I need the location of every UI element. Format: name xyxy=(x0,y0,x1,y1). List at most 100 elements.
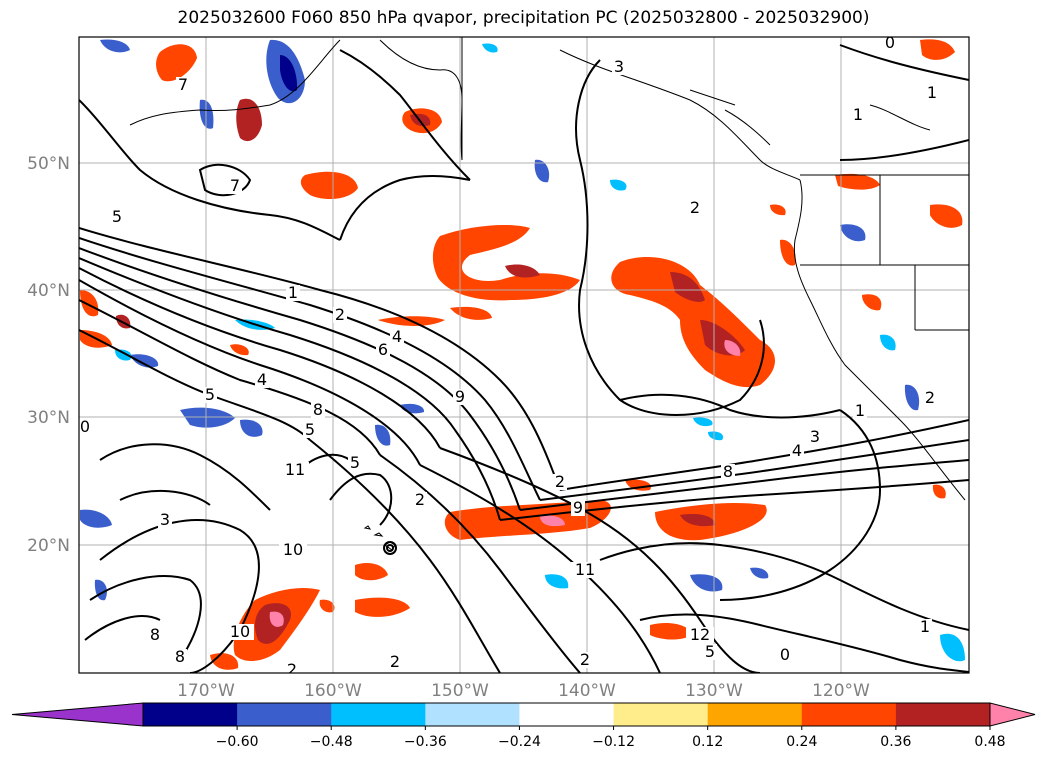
colorbar-tick-label: −0.36 xyxy=(404,734,447,750)
colorbar-segment xyxy=(237,703,332,726)
contour-label: 7 xyxy=(178,75,188,94)
longitude-axis: 170°W 160°W 150°W 140°W 130°W 120°W xyxy=(177,681,870,701)
contour-label-bg xyxy=(790,443,804,459)
contour-label-bg xyxy=(778,647,792,663)
contour-label: 5 xyxy=(112,207,122,226)
contour-label: 2 xyxy=(390,652,400,671)
contour-label: 8 xyxy=(150,625,160,644)
colorbar-segment xyxy=(143,703,238,726)
contour-label: 1 xyxy=(855,401,865,420)
contour-label: 4 xyxy=(792,441,802,460)
contour-label: 0 xyxy=(885,33,895,52)
contour-label-bg xyxy=(553,474,567,490)
contour-label-bg xyxy=(286,285,300,301)
contour-label-bg xyxy=(413,492,427,508)
contour-label-bg xyxy=(853,403,867,419)
contour-label-bg xyxy=(311,402,325,418)
contour-label: 9 xyxy=(573,498,583,517)
contour-label: 3 xyxy=(810,427,820,446)
lon-tick-140w: 140°W xyxy=(558,681,616,701)
colorbar-segment xyxy=(425,703,520,726)
contour-label: 5 xyxy=(350,453,360,472)
contour-label: 8 xyxy=(723,462,733,481)
contour-label-bg xyxy=(686,627,714,643)
contour-label-bg xyxy=(255,372,269,388)
contour-label-bg xyxy=(578,652,592,668)
contour-label-bg xyxy=(388,654,402,670)
colorbar-tick-label: 0.12 xyxy=(692,734,723,750)
colorbar-tick-label: 0.48 xyxy=(974,734,1005,750)
plot-frame xyxy=(78,36,970,674)
contour-label: 5 xyxy=(205,385,215,404)
plot-area xyxy=(79,37,969,673)
gridlines xyxy=(79,37,969,673)
lon-tick-150w: 150°W xyxy=(431,681,489,701)
lon-tick-170w: 170°W xyxy=(177,681,235,701)
contour-label: 8 xyxy=(313,400,323,419)
lon-tick-160w: 160°W xyxy=(304,681,362,701)
contour-label-bg xyxy=(333,307,347,323)
colorbar-segment xyxy=(707,703,803,726)
contour-label: 10 xyxy=(283,540,303,559)
contour-label: 11 xyxy=(285,460,305,479)
contour-label-bg xyxy=(281,462,309,478)
colorbar-segment xyxy=(519,703,615,726)
contour-label-bg xyxy=(348,455,362,471)
colorbar-segment xyxy=(331,703,426,726)
colorbar-frame xyxy=(142,702,991,727)
contour-label: 2 xyxy=(415,490,425,509)
contour-label: 8 xyxy=(175,647,185,666)
contour-label-bg xyxy=(285,662,299,673)
colorbar-tick-label: −0.24 xyxy=(498,734,541,750)
contour-label: 5 xyxy=(705,642,715,661)
contour-label: 9 xyxy=(455,387,465,406)
contour-label-bg xyxy=(721,464,735,480)
contour-label-bg xyxy=(148,627,162,643)
contour-label: 3 xyxy=(614,57,624,76)
contour-label-bg xyxy=(303,422,317,438)
lat-tick-30: 30°N xyxy=(27,408,70,428)
contour-label-bg xyxy=(376,342,390,358)
contour-label: 11 xyxy=(575,560,595,579)
colorbar-tick-label: −0.12 xyxy=(592,734,635,750)
colorbar-segment xyxy=(895,703,991,726)
contour-label-bg xyxy=(571,500,585,516)
contour-label: 2 xyxy=(690,198,700,217)
contour-label-bg xyxy=(453,389,467,405)
precip-field xyxy=(80,39,965,670)
lon-tick-120w: 120°W xyxy=(812,681,870,701)
lon-tick-130w: 130°W xyxy=(685,681,743,701)
colorbar: −0.60 −0.48 −0.36 −0.24 −0.12 0.12 0.24 0.36 0.4… xyxy=(11,702,1036,750)
contour-label: 2 xyxy=(555,472,565,491)
contour-label: 7 xyxy=(230,176,240,195)
contour-label-bg xyxy=(228,178,242,194)
latitude-axis: 20°N 30°N 40°N 50°N xyxy=(27,154,70,556)
contour-label: 2 xyxy=(287,660,297,679)
contour-label: 1 xyxy=(853,105,863,124)
contour-labels: 1246985450134210123775522981112101110882… xyxy=(79,33,939,679)
hawaii-contour xyxy=(383,541,397,555)
contour-label: 1 xyxy=(288,283,298,302)
contour-label: 2 xyxy=(925,388,935,407)
contour-label-bg xyxy=(390,329,404,345)
contour-label-bg xyxy=(571,562,599,578)
contour-label-bg xyxy=(703,644,717,660)
contour-label-bg xyxy=(279,542,307,558)
coastlines xyxy=(129,37,969,551)
contour-label-bg xyxy=(851,107,865,123)
contour-label-bg xyxy=(226,624,254,640)
contour-label: 0 xyxy=(80,417,90,436)
contour-lines xyxy=(79,44,969,673)
contour-label-bg xyxy=(79,419,92,435)
contour-label-bg xyxy=(612,59,626,75)
colorbar-tick-label: −0.48 xyxy=(310,734,353,750)
colorbar-segment xyxy=(613,703,709,726)
colorbar-extend-low xyxy=(11,702,144,727)
colorbar-tick-label: −0.60 xyxy=(216,734,259,750)
contour-label: 3 xyxy=(160,510,170,529)
contour-label: 0 xyxy=(780,645,790,664)
lat-tick-20: 20°N xyxy=(27,536,70,556)
contour-label-bg xyxy=(203,387,217,403)
contour-label-bg xyxy=(918,619,932,635)
